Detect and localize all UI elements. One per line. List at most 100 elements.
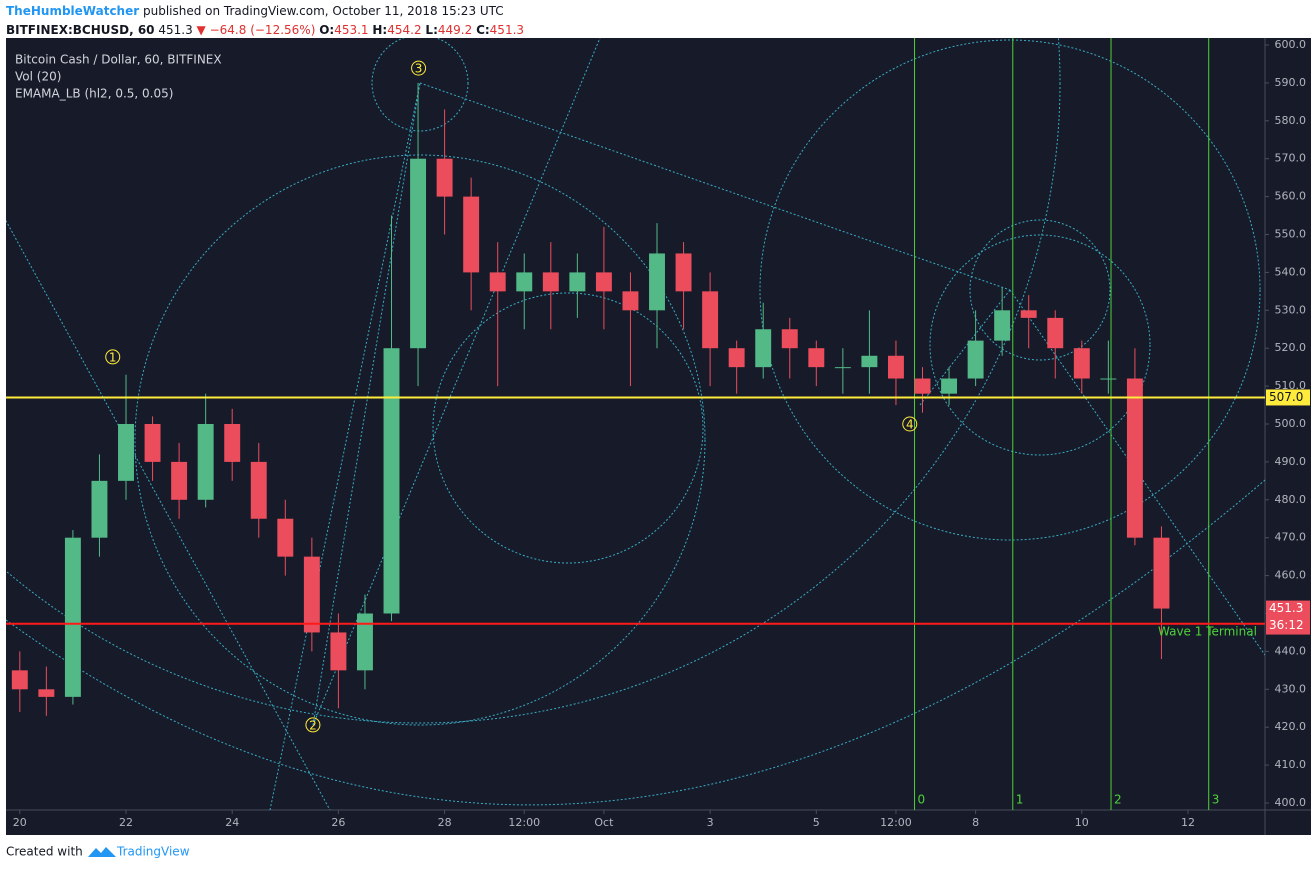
countdown: 36:12 bbox=[1269, 618, 1304, 632]
candle-body bbox=[277, 518, 294, 557]
x-tick-label: 10 bbox=[1075, 816, 1089, 829]
candle-body bbox=[118, 424, 134, 481]
candle-body bbox=[861, 355, 878, 368]
candle-body bbox=[1126, 378, 1143, 538]
fib-drawings bbox=[6, 38, 1265, 810]
candle-body bbox=[224, 424, 241, 462]
footer-brand[interactable]: TradingView bbox=[116, 845, 190, 859]
symbol-line: BITFINEX:BCHUSD, 60 451.3 ▼ −64.8 (−12.5… bbox=[6, 23, 524, 37]
candle-body bbox=[171, 461, 188, 500]
o-label: O: bbox=[319, 23, 334, 37]
candle-body bbox=[91, 480, 108, 538]
wave-marker bbox=[305, 717, 321, 733]
y-tick-label: 520.0 bbox=[1275, 341, 1307, 354]
change: −64.8 (−12.56%) bbox=[210, 23, 316, 37]
wave-label: 4 bbox=[906, 418, 914, 432]
y-tick-label: 480.0 bbox=[1275, 493, 1307, 506]
c-label: C: bbox=[476, 23, 490, 37]
candle-body bbox=[914, 378, 931, 394]
x-tick-label: 24 bbox=[225, 816, 239, 829]
candle-body bbox=[755, 329, 772, 368]
candle-body bbox=[834, 367, 851, 369]
annotation: Wave 1 Terminal bbox=[1158, 625, 1257, 639]
x-tick-label: 22 bbox=[119, 816, 133, 829]
last: 451.3 bbox=[158, 23, 192, 37]
logo bbox=[88, 847, 116, 857]
y-tick-label: 570.0 bbox=[1275, 152, 1307, 165]
x-tick-label: 12:00 bbox=[880, 816, 912, 829]
indicator: Vol (20) bbox=[15, 70, 61, 84]
x-tick-label: Oct bbox=[594, 816, 614, 829]
plot-layer: 0 1 2 3 bbox=[11, 38, 1220, 810]
x-tick-label: 12:00 bbox=[508, 816, 540, 829]
candle-body bbox=[569, 272, 586, 292]
candle-body bbox=[941, 378, 958, 394]
wave-label: 3 bbox=[415, 62, 423, 76]
price-tag bbox=[1266, 389, 1310, 406]
wave-label: 2 bbox=[309, 718, 317, 732]
c-value: 451.3 bbox=[490, 23, 524, 37]
x-tick-label: 5 bbox=[813, 816, 820, 829]
y-tick-label: 410.0 bbox=[1275, 758, 1307, 771]
y-tick-label: 400.0 bbox=[1275, 796, 1307, 809]
y-tick-label: 580.0 bbox=[1275, 114, 1307, 127]
candle-body bbox=[887, 355, 904, 379]
candle-body bbox=[1100, 378, 1117, 380]
o-value: 453.1 bbox=[334, 23, 368, 37]
wave-marker bbox=[105, 349, 121, 365]
candle-body bbox=[11, 670, 28, 690]
header-line: TheHumbleWatcher published on TradingVie… bbox=[6, 4, 504, 18]
candle-body bbox=[330, 632, 347, 671]
cycle-label: 2 bbox=[1114, 793, 1122, 807]
candle-body bbox=[595, 272, 612, 292]
arrow: ▼ bbox=[197, 23, 207, 37]
candle-body bbox=[410, 158, 427, 349]
y-tick-label: 510.0 bbox=[1275, 379, 1307, 392]
x-tick-label: 12 bbox=[1181, 816, 1195, 829]
last-price-tag bbox=[1266, 600, 1310, 635]
candle-body bbox=[702, 291, 719, 349]
y-tick-label: 590.0 bbox=[1275, 76, 1307, 89]
y-tick-label: 460.0 bbox=[1275, 569, 1307, 582]
candle-body bbox=[250, 461, 267, 519]
candle-body bbox=[436, 158, 453, 197]
y-tick-label: 470.0 bbox=[1275, 531, 1307, 544]
y-tick-label: 430.0 bbox=[1275, 682, 1307, 695]
cycle-label: 0 bbox=[918, 793, 926, 807]
y-tick-label: 500.0 bbox=[1275, 417, 1307, 430]
footer-created: Created with bbox=[6, 845, 83, 859]
candle-body bbox=[463, 196, 480, 273]
y-tick-label: 440.0 bbox=[1275, 644, 1307, 657]
candle-body bbox=[622, 291, 639, 311]
y-tick-label: 490.0 bbox=[1275, 455, 1307, 468]
candle-body bbox=[516, 272, 533, 292]
y-tick-label: 550.0 bbox=[1275, 228, 1307, 241]
candle-body bbox=[1073, 348, 1090, 379]
candle-body bbox=[808, 348, 825, 368]
candle-body bbox=[303, 556, 320, 633]
candle-body bbox=[197, 424, 214, 500]
candle-body bbox=[994, 310, 1011, 341]
cycle-label: 3 bbox=[1212, 793, 1220, 807]
cycle-label: 1 bbox=[1016, 793, 1024, 807]
candle-body bbox=[967, 340, 984, 379]
indicator: EMAMA_LB (hl2, 0.5, 0.05) bbox=[15, 87, 173, 101]
wave-label: 1 bbox=[109, 350, 117, 364]
y-tick-label: 560.0 bbox=[1275, 190, 1307, 203]
header-bg bbox=[0, 0, 1311, 38]
h-label: H: bbox=[372, 23, 387, 37]
candle-body bbox=[675, 253, 692, 292]
candle-body bbox=[781, 329, 798, 349]
candle-body bbox=[1047, 317, 1064, 349]
candle-body bbox=[144, 424, 161, 462]
author[interactable]: TheHumbleWatcher bbox=[6, 4, 139, 18]
x-tick-label: 26 bbox=[331, 816, 345, 829]
candle-body bbox=[728, 348, 745, 368]
candle-body bbox=[64, 537, 81, 697]
candle-body bbox=[383, 348, 400, 614]
l-label: L: bbox=[425, 23, 437, 37]
wave-marker bbox=[411, 60, 427, 76]
candle-body bbox=[1153, 537, 1170, 609]
candle-body bbox=[38, 689, 55, 697]
